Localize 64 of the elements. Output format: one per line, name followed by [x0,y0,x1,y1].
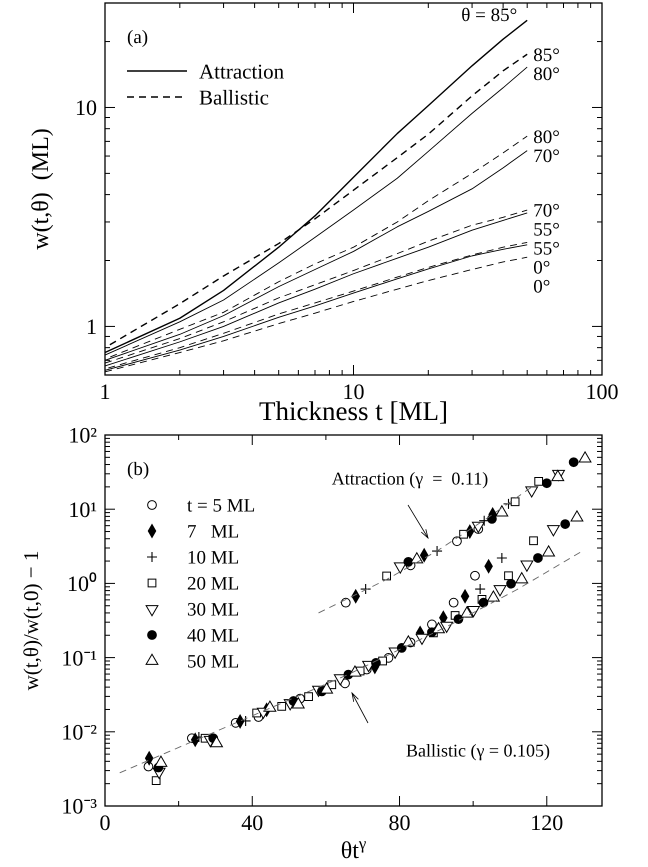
y-tick-label: 1 [86,314,97,340]
point [568,457,579,468]
annotation: 85° [533,44,560,66]
y-axis-title: w(t,θ) (ML) [28,128,54,250]
legend-label: 50 ML [187,652,240,673]
y-tick-label: 10² [68,422,98,448]
y-tick-label: 10 [75,95,97,120]
annotation: Ballistic (γ = 0.105) [406,740,550,760]
annotation: (a) [127,27,148,48]
legend-label: 7 ML [187,522,240,543]
y-tick-label: 10⁻³ [61,794,98,819]
annotation: 55° [533,220,560,241]
point [304,692,313,701]
x-tick-label: 120 [530,810,564,835]
annotation: 0° [533,258,550,279]
y-axis-title: w(t,θ)/w(t,0) − 1 [19,550,43,690]
point [152,776,161,785]
point [360,583,372,595]
legend-label: 20 ML [187,574,240,595]
x-tick-label: 80 [388,810,411,835]
annotation: 80° [533,126,560,148]
point [432,545,443,557]
annotation: θ = 85° [461,4,518,26]
point [474,583,486,595]
point [506,578,516,589]
point [504,571,513,580]
annotation: 55° [533,238,560,260]
legend-label: 10 ML [187,548,240,569]
point [277,702,286,711]
x-tick-label: 40 [241,810,264,835]
point [487,514,497,524]
annotation: 0° [533,276,550,298]
point [529,536,538,546]
y-tick-label: 10⁻² [61,720,98,744]
x-tick-label: 0 [100,810,110,835]
point [510,497,520,506]
y-tick-label: 10⁰ [67,571,97,596]
point [371,658,381,668]
point [542,478,552,488]
annotation: 70° [533,200,560,222]
point [382,572,392,580]
point [534,477,544,486]
point [496,552,508,564]
legend-label: Ballistic [199,85,269,110]
legend-label: 30 ML [187,600,240,621]
point [470,570,480,581]
legend-label: Attraction [199,59,285,84]
point [452,536,462,546]
y-tick-label: 10¹ [68,496,97,522]
point [448,598,459,608]
line-series [119,550,582,774]
point [459,530,468,539]
legend-label: 40 ML [187,626,240,647]
y-tick-label: 10⁻¹ [61,645,97,670]
annotation: 80° [533,64,560,85]
point [560,519,570,529]
annotation: 70° [533,146,560,167]
annotation: (b) [127,459,150,480]
x-axis-title: θt$^{γ}$ [340,834,367,864]
x-tick-label: 100 [586,379,618,404]
legend-label: t = 5 ML [187,496,256,517]
point [533,553,543,563]
annotation: Attraction (γ = 0.11) [332,468,488,488]
point [478,598,488,608]
